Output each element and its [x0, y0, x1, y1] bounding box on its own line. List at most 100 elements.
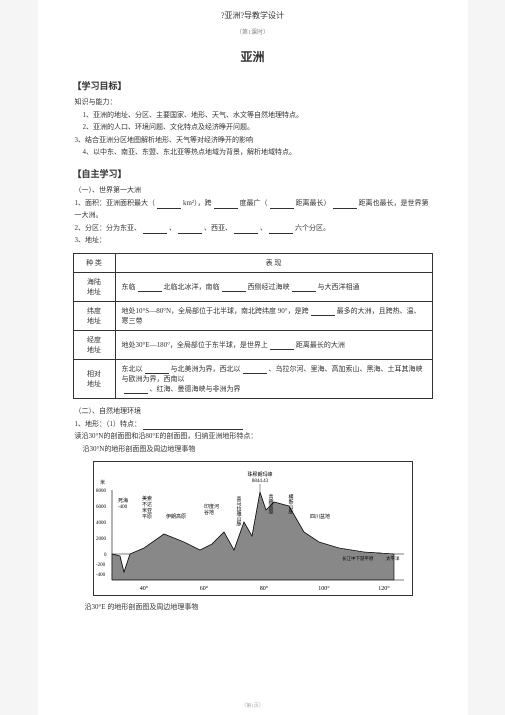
section2-line3: 3、地址： [75, 234, 433, 247]
table-header-row: 种 类 表 现 [73, 253, 432, 272]
y-tick: 4000 [96, 521, 107, 526]
fill-blank[interactable] [222, 284, 246, 292]
label-hengduan: 横断山脉 [287, 494, 293, 515]
table-header: 种 类 [73, 253, 115, 272]
text-fragment: 地处10°S—80°N，全局部位于北半球，南北跨纬度 90°，是跨 [122, 307, 309, 315]
fill-blank[interactable] [138, 284, 162, 292]
text-fragment: 西侧经过海峡 [248, 283, 290, 291]
section1-item: 2、亚洲的人口、环境问题、文化特点及经济睁开问题。 [83, 121, 433, 134]
label-himalaya: 喜马拉雅山脉 [235, 496, 241, 527]
text-fragment: 2、分区：分为东亚、 [75, 224, 142, 232]
label-dead-sea: 死海 [118, 497, 128, 504]
y-tick: 6000 [96, 505, 107, 510]
fill-blank[interactable] [270, 342, 294, 350]
table-row: 相对地址 东北以与北美洲为界，西北以、乌拉尔河、里海、高加索山、黑海、土耳其海峡… [73, 359, 432, 398]
y-tick: -400 [96, 573, 106, 578]
header-subtitle: （第1课时） [73, 27, 433, 36]
fill-blank[interactable] [124, 386, 148, 394]
fill-blank[interactable] [157, 201, 181, 209]
fill-blank[interactable] [143, 226, 167, 234]
fill-blank[interactable] [333, 201, 357, 209]
text-fragment: 、 [169, 224, 176, 232]
fill-blank[interactable] [292, 284, 316, 292]
peak-value: 8844.43 [251, 479, 268, 484]
text-fragment: 度最广（ [240, 199, 268, 207]
label-indus: 印度河 [204, 503, 219, 510]
text-fragment: 距离最长的大洲 [296, 341, 345, 349]
fill-blank[interactable] [270, 201, 294, 209]
svg-text:平原: 平原 [142, 514, 152, 520]
section1-sub: 知识与能力： [75, 96, 433, 109]
x-tick: 40° [139, 585, 148, 592]
text-fragment: 1、地形：（1）特点： [75, 420, 142, 428]
text-fragment: 东北以 [122, 365, 143, 373]
fill-blank[interactable] [178, 226, 202, 234]
text-fragment: 东临 [122, 283, 136, 291]
section2-line2: 2、分区：分为东亚、 、 、西亚、 、 六个分区。 [75, 222, 433, 235]
text-fragment: 、红海、曼德海峡与非洲为界 [150, 385, 241, 393]
fill-blank[interactable] [269, 226, 293, 234]
table-cell-content: 东北以与北美洲为界，西北以、乌拉尔河、里海、高加索山、黑海、土耳其海峡与欧洲为界… [115, 359, 432, 398]
main-title: 亚洲 [73, 48, 433, 65]
label-iran: 伊朗高原 [166, 513, 186, 520]
cross-section-chart: 米 8000 6000 4000 2000 0 -200 -400 珠穆朗玛峰 … [93, 461, 413, 596]
text-fragment: 六个分区。 [295, 224, 330, 232]
text-fragment: km²），跨 [183, 199, 212, 207]
fill-blank[interactable] [311, 308, 335, 316]
table-header: 表 现 [115, 253, 432, 272]
cat-text: 海陆地址 [87, 278, 101, 296]
section2-line1: 1、面积：亚洲面积最大（km²），跨度最广（距离最长）距离也最长，是世界第一大洲… [75, 197, 433, 222]
label-pacific: 太平洋 [386, 555, 400, 562]
table-row: 纬度地址 地处10°S—80°N，全局部位于北半球，南北跨纬度 90°，是跨最多… [73, 301, 432, 330]
svg-text:米亚: 米亚 [142, 507, 152, 514]
terrain-profile-path [112, 492, 394, 580]
x-tick: 120° [378, 585, 390, 592]
y-tick: 2000 [96, 537, 107, 542]
text-fragment: 、 [260, 224, 267, 232]
section1-item: 1、亚洲的地址、分区、主要国家、地形、天气、水文等自然地理特点。 [83, 109, 433, 122]
chart-caption: 沿30°E 的地形剖面图及周边地理事物 [85, 602, 433, 612]
label-dead-sea-val: -400 [118, 505, 128, 510]
text-fragment: 、西亚、 [204, 224, 232, 232]
section3-sub: （二）、自然地理环境 [75, 405, 433, 418]
table-row: 海陆地址 东临北临北冰洋，南临西侧经过海峡与大西洋相通 [73, 272, 432, 301]
y-tick: 0 [104, 553, 107, 558]
page-footer: （第1页） [241, 702, 264, 709]
section3-line3: 沿30°N的地形剖面图及周边地理事物 [83, 443, 433, 456]
y-axis-label: 米 [100, 479, 105, 486]
header-title: ?亚洲?导教学设计 [73, 10, 433, 21]
fill-blank[interactable] [243, 366, 267, 374]
chart-svg: 米 8000 6000 4000 2000 0 -200 -400 珠穆朗玛峰 … [94, 462, 414, 597]
cat-text: 相对地址 [87, 370, 101, 388]
section2-heading: 【自主学习】 [73, 167, 433, 180]
table-cell-category: 经度地址 [73, 330, 115, 359]
x-tick: 60° [199, 585, 208, 592]
table-cell-category: 海陆地址 [73, 272, 115, 301]
y-tick: -200 [96, 563, 106, 568]
fill-blank[interactable] [145, 366, 169, 374]
table-cell-content: 东临北临北冰洋，南临西侧经过海峡与大西洋相通 [115, 272, 432, 301]
table-cell-content: 地处10°S—80°N，全局部位于北半球，南北跨纬度 90°，是跨最多的大洲，且… [115, 301, 432, 330]
text-fragment: 北临北冰洋，南临 [164, 283, 220, 291]
fill-blank[interactable] [214, 201, 238, 209]
text-fragment: 距离最长） [296, 199, 331, 207]
label-yangtze: 长江中下游平原 [342, 555, 374, 562]
label-sichuan: 四川盆地 [310, 513, 330, 520]
fill-blank[interactable] [143, 422, 243, 430]
svg-text:不达: 不达 [142, 501, 152, 508]
y-tick: 8000 [96, 489, 107, 494]
section3-line2: 读沿30°N的剖面图和沿80°E的剖面图，归纳亚洲地形特点： [75, 430, 433, 443]
x-tick: 100° [318, 585, 330, 592]
svg-text:谷地: 谷地 [204, 509, 214, 516]
label-tibet: 青藏高原 [267, 494, 273, 515]
label-mesopotamia: 美索 [142, 495, 152, 502]
text-fragment: 1、面积：亚洲面积最大（ [75, 199, 156, 207]
section1-heading: 【学习目标】 [73, 79, 433, 92]
text-fragment: 地处30°E—180°，全局部位于东半球，是世界上 [122, 341, 268, 349]
fill-blank[interactable] [234, 226, 258, 234]
peak-label: 珠穆朗玛峰 [247, 471, 272, 478]
document-page: ?亚洲?导教学设计 （第1课时） 亚洲 【学习目标】 知识与能力： 1、亚洲的地… [38, 0, 468, 715]
cat-text: 经度地址 [87, 336, 101, 354]
cat-text: 纬度地址 [87, 307, 101, 325]
section2-sub1: （一）、世界第一大洲 [75, 184, 433, 197]
